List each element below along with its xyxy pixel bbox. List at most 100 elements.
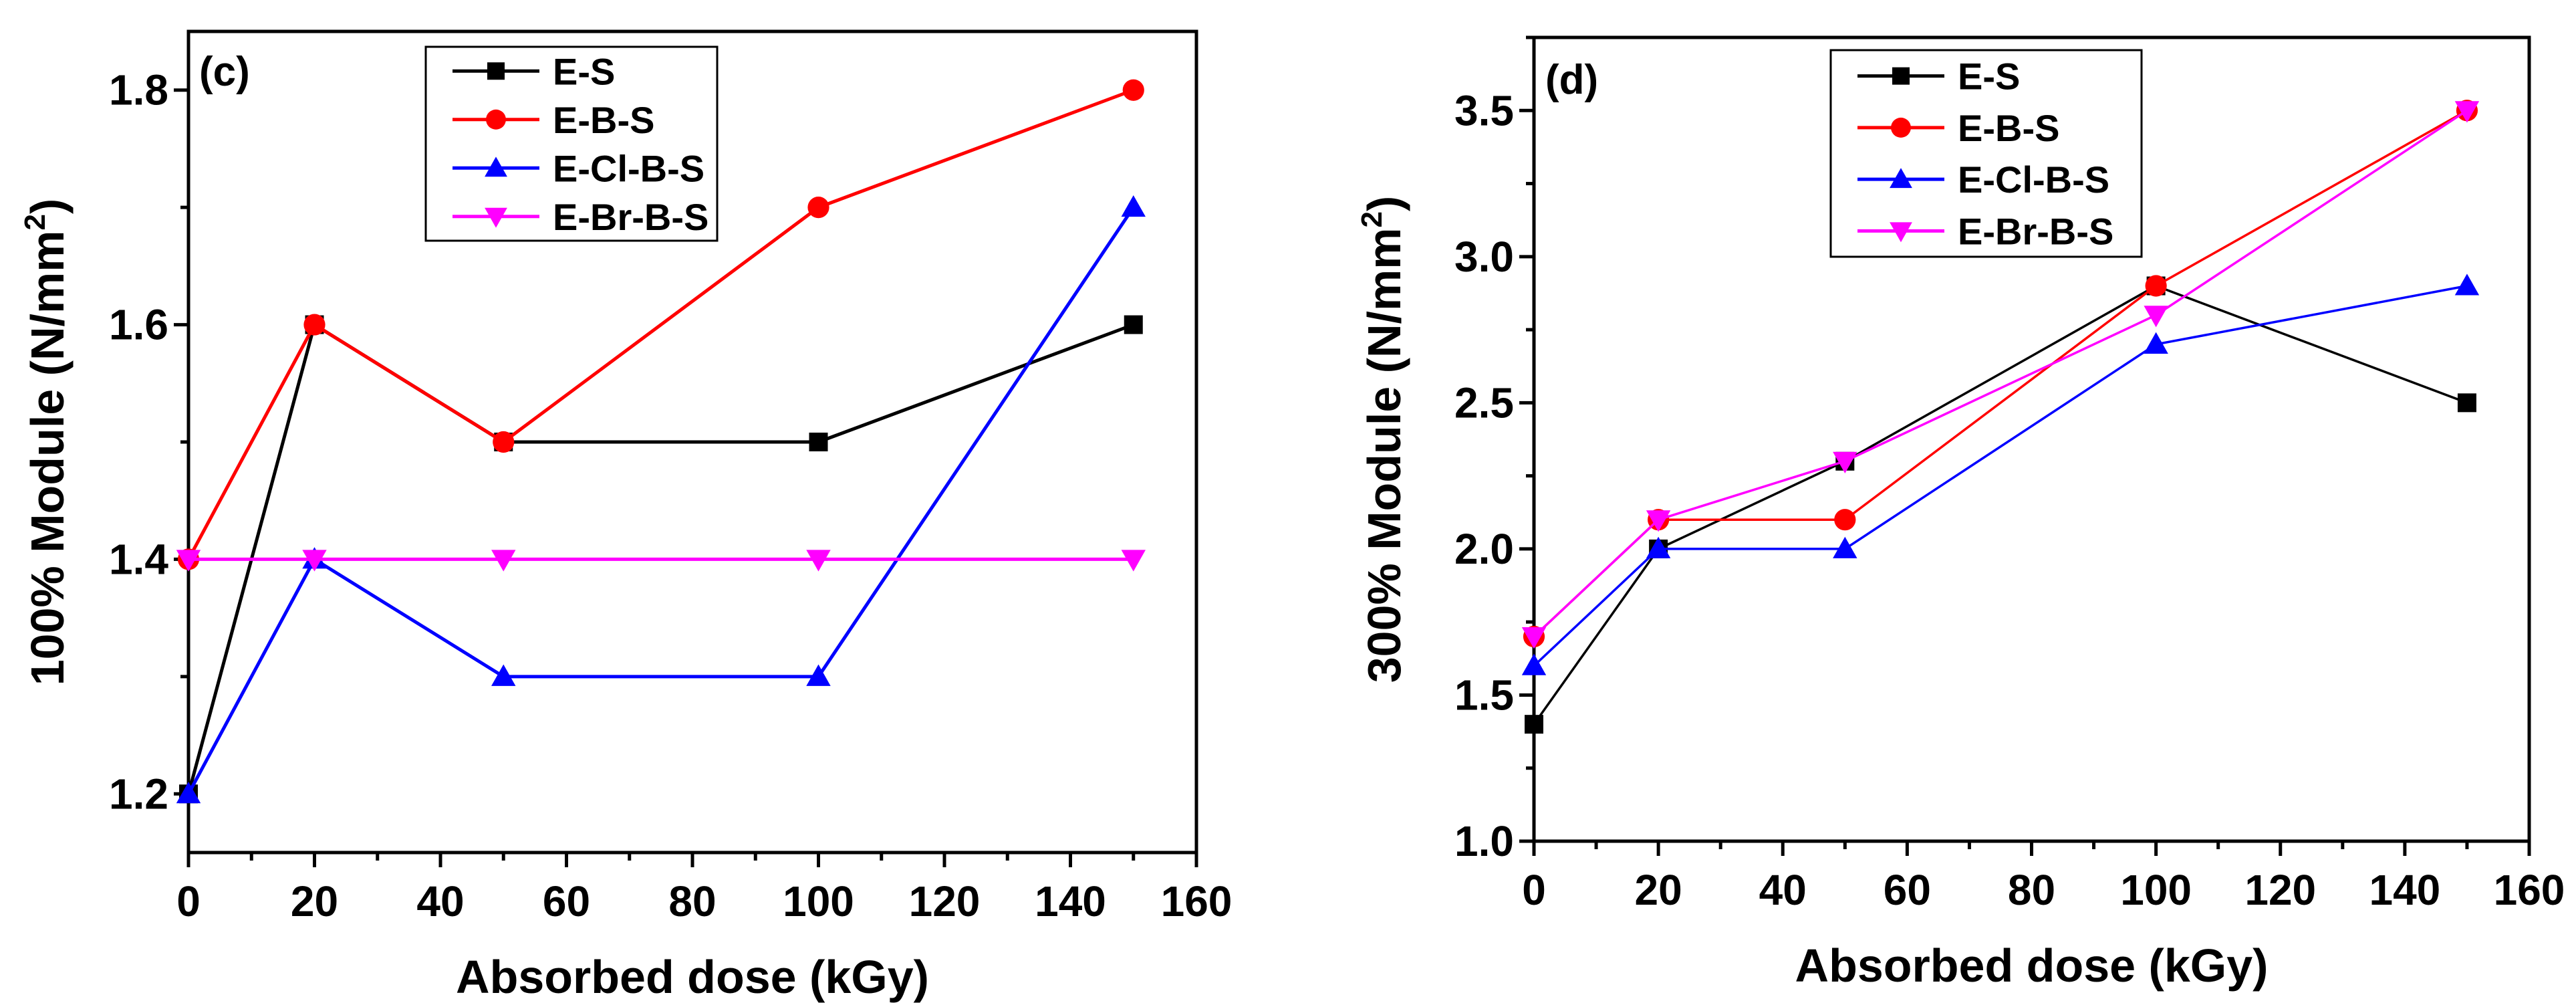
panel-label: (c) (199, 49, 250, 95)
x-tick-label: 140 (1035, 877, 1106, 925)
legend: E-S E-B-S E-Cl-B-S E-Br-B-S (424, 45, 719, 242)
data-point (1834, 509, 1856, 531)
x-tick-label: 160 (1161, 877, 1233, 925)
legend-item: E-Br-B-S (1857, 210, 2113, 252)
legend-marker (1890, 222, 1912, 243)
x-tick-label: 120 (909, 877, 981, 925)
legend-label: E-Cl-B-S (1958, 158, 2109, 201)
data-point (2454, 273, 2480, 296)
legend-marker (485, 207, 507, 228)
data-point (2145, 275, 2167, 297)
data-point (2457, 393, 2476, 413)
series-e-b-s (177, 79, 1144, 570)
data-point (809, 433, 828, 451)
y-axis-label: 100% Module (N/mm2) (19, 199, 74, 686)
y-tick-label: 1.5 (1454, 671, 1514, 719)
series-line (1533, 284, 2468, 725)
data-point (2144, 332, 2168, 354)
x-tick-label: 80 (668, 877, 716, 925)
data-point (806, 550, 831, 572)
y-tick-label: 2.5 (1454, 378, 1514, 427)
y-tick-label: 1.2 (109, 770, 168, 818)
x-tick-label: 0 (1522, 866, 1546, 914)
x-tick-label: 160 (2494, 866, 2565, 914)
legend-item: E-S (1857, 55, 2020, 98)
legend-item: E-B-S (1857, 107, 2059, 149)
legend-marker (487, 62, 505, 80)
data-point (2454, 101, 2480, 123)
data-point (303, 314, 326, 336)
legend-item: E-Cl-B-S (453, 147, 704, 189)
legend-item: E-S (453, 50, 615, 92)
y-axis-label-main: 100% Module (N/mm (21, 231, 74, 686)
legend-label: E-Br-B-S (1958, 210, 2113, 252)
data-point (1521, 653, 1547, 675)
data-point (1122, 79, 1144, 101)
data-point (1833, 536, 1857, 558)
x-tick-label: 40 (416, 877, 464, 925)
series-e-br-b-s (176, 550, 1146, 572)
x-tick-label: 40 (1759, 866, 1807, 914)
y-axis-label-close: ) (21, 199, 74, 214)
legend-label: E-B-S (1958, 107, 2059, 149)
data-point (2144, 306, 2168, 328)
y-tick-label: 2.0 (1454, 525, 1514, 573)
legend-label: E-S (1958, 55, 2020, 98)
data-point (1646, 510, 1671, 532)
data-point (807, 197, 829, 219)
y-axis-label-superscript: 2 (1356, 211, 1388, 227)
legend-marker (1890, 168, 1912, 189)
series-e-cl-b-s (176, 195, 1146, 804)
x-tick-label: 100 (783, 877, 854, 925)
legend-marker (1892, 67, 1910, 85)
y-tick-label: 1.8 (109, 66, 168, 114)
y-axis-label-superscript: 2 (19, 214, 51, 230)
x-axis-label: Absorbed dose (kGy) (1795, 939, 2269, 992)
data-point (491, 550, 516, 572)
x-tick-label: 20 (291, 877, 338, 925)
legend-item: E-Br-B-S (453, 196, 709, 238)
x-axis-label: Absorbed dose (kGy) (456, 951, 929, 1003)
y-axis-label-main: 300% Module (N/mm (1358, 228, 1410, 683)
x-tick-label: 80 (2008, 866, 2055, 914)
x-tick-label: 20 (1635, 866, 1682, 914)
y-axis-label: 300% Module (N/mm2) (1356, 196, 1410, 683)
x-tick-label: 120 (2244, 866, 2316, 914)
data-point (1124, 315, 1143, 334)
series-line (186, 206, 1135, 795)
data-point (1833, 451, 1857, 473)
panel-label: (d) (1545, 57, 1598, 103)
x-tick-label: 0 (176, 877, 201, 925)
data-point (176, 550, 201, 572)
legend-label: E-Br-B-S (553, 196, 709, 238)
legend-marker (485, 156, 507, 177)
data-point (176, 782, 201, 804)
x-tick-label: 140 (2369, 866, 2440, 914)
legend-box (1829, 49, 2143, 258)
legend-box (424, 45, 719, 242)
data-point (491, 664, 516, 686)
series-e-s (1525, 276, 2476, 734)
y-tick-label: 1.4 (109, 535, 168, 583)
data-point (1525, 715, 1543, 734)
legend-label: E-Cl-B-S (553, 147, 704, 189)
legend-item: E-B-S (453, 99, 654, 141)
data-point (1121, 550, 1146, 572)
chart-panel-0: 0 20 40 60 80 100 120 140 160 1.2 1.4 1.6 1.8 Absorbe… (19, 29, 1233, 1003)
y-tick-label: 3.0 (1454, 233, 1514, 281)
x-tick-label: 60 (543, 877, 590, 925)
legend-marker (1891, 117, 1911, 138)
x-tick-label: 60 (1884, 866, 1931, 914)
series-e-br-b-s (1521, 101, 2480, 649)
data-point (1121, 195, 1146, 217)
y-tick-label: 3.5 (1454, 86, 1514, 134)
data-point (302, 550, 327, 572)
series-line (1533, 284, 2468, 667)
legend-label: E-B-S (553, 99, 654, 141)
series-e-cl-b-s (1521, 273, 2480, 675)
data-point (493, 431, 515, 453)
legend-label: E-S (553, 50, 615, 92)
y-tick-label: 1.6 (109, 301, 168, 349)
legend-item: E-Cl-B-S (1857, 158, 2109, 201)
